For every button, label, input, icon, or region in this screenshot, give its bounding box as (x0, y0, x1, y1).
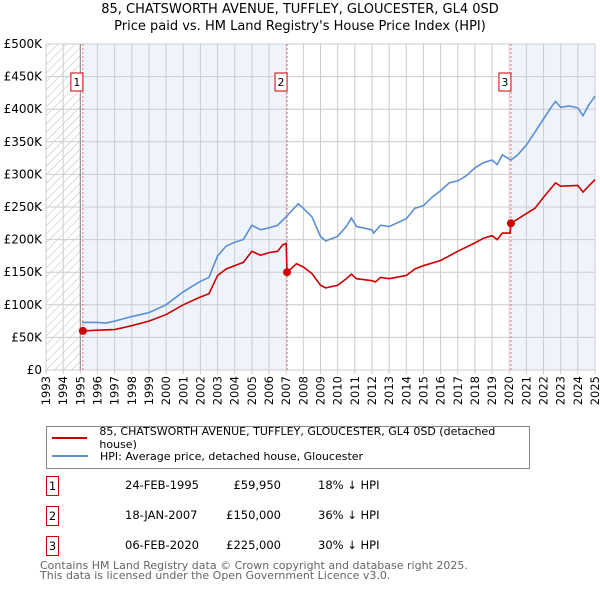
x-tick-label: 2007 (279, 376, 293, 405)
sale-date: 06-FEB-2020 (125, 538, 199, 552)
x-tick-label: 2012 (365, 376, 379, 405)
sale-point (506, 219, 515, 228)
y-tick-label: £50K (11, 330, 43, 344)
plot-area: 1993 1994 1995 1996 1997 1998 1999 2000 2001 2002… (4, 37, 600, 405)
x-tick-label: 2011 (348, 376, 362, 405)
sale-hpi-diff: 30% ↓ HPI (318, 538, 380, 552)
sale-label-box (70, 72, 84, 92)
sale-row: 2 18-JAN-2007 £150,000 36% ↓ HPI (46, 506, 546, 526)
y-tick-label: £300K (4, 167, 44, 181)
x-tick-label: 1999 (142, 376, 156, 405)
y-tick-label: £250K (4, 200, 44, 214)
x-tick-label: 1995 (73, 376, 87, 405)
x-tick-label: 2014 (399, 376, 413, 405)
hpi-line (82, 95, 596, 324)
sale-number: 2 (46, 506, 59, 526)
x-tick-label: 2013 (382, 376, 396, 405)
sale-price: £59,950 (233, 478, 281, 492)
x-tick-label: 2015 (416, 376, 430, 405)
x-tick-label: 2022 (537, 376, 551, 405)
x-tick-label: 2002 (193, 376, 207, 405)
sale-hpi-diff: 36% ↓ HPI (318, 508, 380, 522)
legend-label-hpi: HPI: Average price, detached house, Glou… (100, 449, 364, 463)
chart-title: 85, CHATSWORTH AVENUE, TUFFLEY, GLOUCEST… (101, 2, 499, 17)
y-tick-label: £150K (4, 265, 44, 279)
sale-label-box (498, 72, 512, 92)
sale-price: £150,000 (226, 508, 281, 522)
x-tick-label: 2004 (228, 376, 242, 405)
x-tick-label: 2025 (588, 376, 600, 405)
x-tick-label: 2010 (331, 376, 345, 405)
x-tick-label: 2016 (434, 376, 448, 405)
sale-hpi-diff: 18% ↓ HPI (318, 478, 380, 492)
y-tick-label: £200K (4, 233, 44, 247)
x-tick-label: 1993 (39, 376, 53, 405)
x-tick-label: 2017 (451, 376, 465, 405)
x-tick-label: 2023 (554, 376, 568, 405)
x-tick-label: 2021 (519, 376, 533, 405)
x-tick-label: 1998 (125, 376, 139, 405)
x-tick-label: 2006 (262, 376, 276, 405)
legend-swatch-hpi (52, 455, 88, 457)
x-tick-label: 2005 (245, 376, 259, 405)
x-tick-label: 2019 (485, 376, 499, 405)
y-tick-label: £450K (4, 70, 44, 84)
x-tick-label: 2024 (571, 376, 585, 405)
y-tick-label: £400K (4, 102, 44, 116)
sale-label-box (274, 72, 288, 92)
footer: Contains HM Land Registry data © Crown c… (40, 559, 468, 582)
x-tick-label: 2003 (211, 376, 225, 405)
x-tick-label: 2000 (159, 376, 173, 405)
sale-date: 18-JAN-2007 (125, 508, 198, 522)
sale-label: 1 (73, 76, 80, 89)
property-price-line (82, 179, 596, 332)
y-tick-label: £0 (27, 363, 42, 377)
legend: 85, CHATSWORTH AVENUE, TUFFLEY, GLOUCEST… (46, 425, 530, 469)
sale-row: 3 06-FEB-2020 £225,000 30% ↓ HPI (46, 536, 546, 556)
x-tick-label: 2020 (502, 376, 516, 405)
x-tick-label: 1997 (108, 376, 122, 405)
chart-subtitle: Price paid vs. HM Land Registry's House … (114, 19, 486, 34)
x-tick-label: 2008 (296, 376, 310, 405)
sale-label: 3 (501, 76, 508, 89)
legend-label-property: 85, CHATSWORTH AVENUE, TUFFLEY, GLOUCEST… (99, 425, 496, 451)
x-tick-label: 2001 (176, 376, 190, 405)
sale-point (78, 326, 87, 335)
sale-price: £225,000 (226, 538, 281, 552)
footer-line-2: This data is licensed under the Open Gov… (40, 569, 391, 582)
footer-line-1: Contains HM Land Registry data © Crown c… (40, 559, 468, 572)
sale-row: 1 24-FEB-1995 £59,950 18% ↓ HPI (46, 476, 546, 496)
x-tick-label: 1994 (56, 376, 70, 405)
legend-swatch-property (52, 437, 88, 439)
x-tick-label: 2018 (468, 376, 482, 405)
sale-date: 24-FEB-1995 (125, 478, 199, 492)
y-tick-label: £500K (4, 37, 44, 51)
y-tick-label: £350K (4, 135, 44, 149)
sale-number: 1 (46, 476, 59, 496)
x-tick-label: 1996 (90, 376, 104, 405)
sale-point (283, 268, 292, 277)
x-tick-label: 2009 (314, 376, 328, 405)
sale-label: 2 (278, 76, 285, 89)
sale-number: 3 (46, 536, 59, 556)
y-tick-label: £100K (4, 298, 44, 312)
